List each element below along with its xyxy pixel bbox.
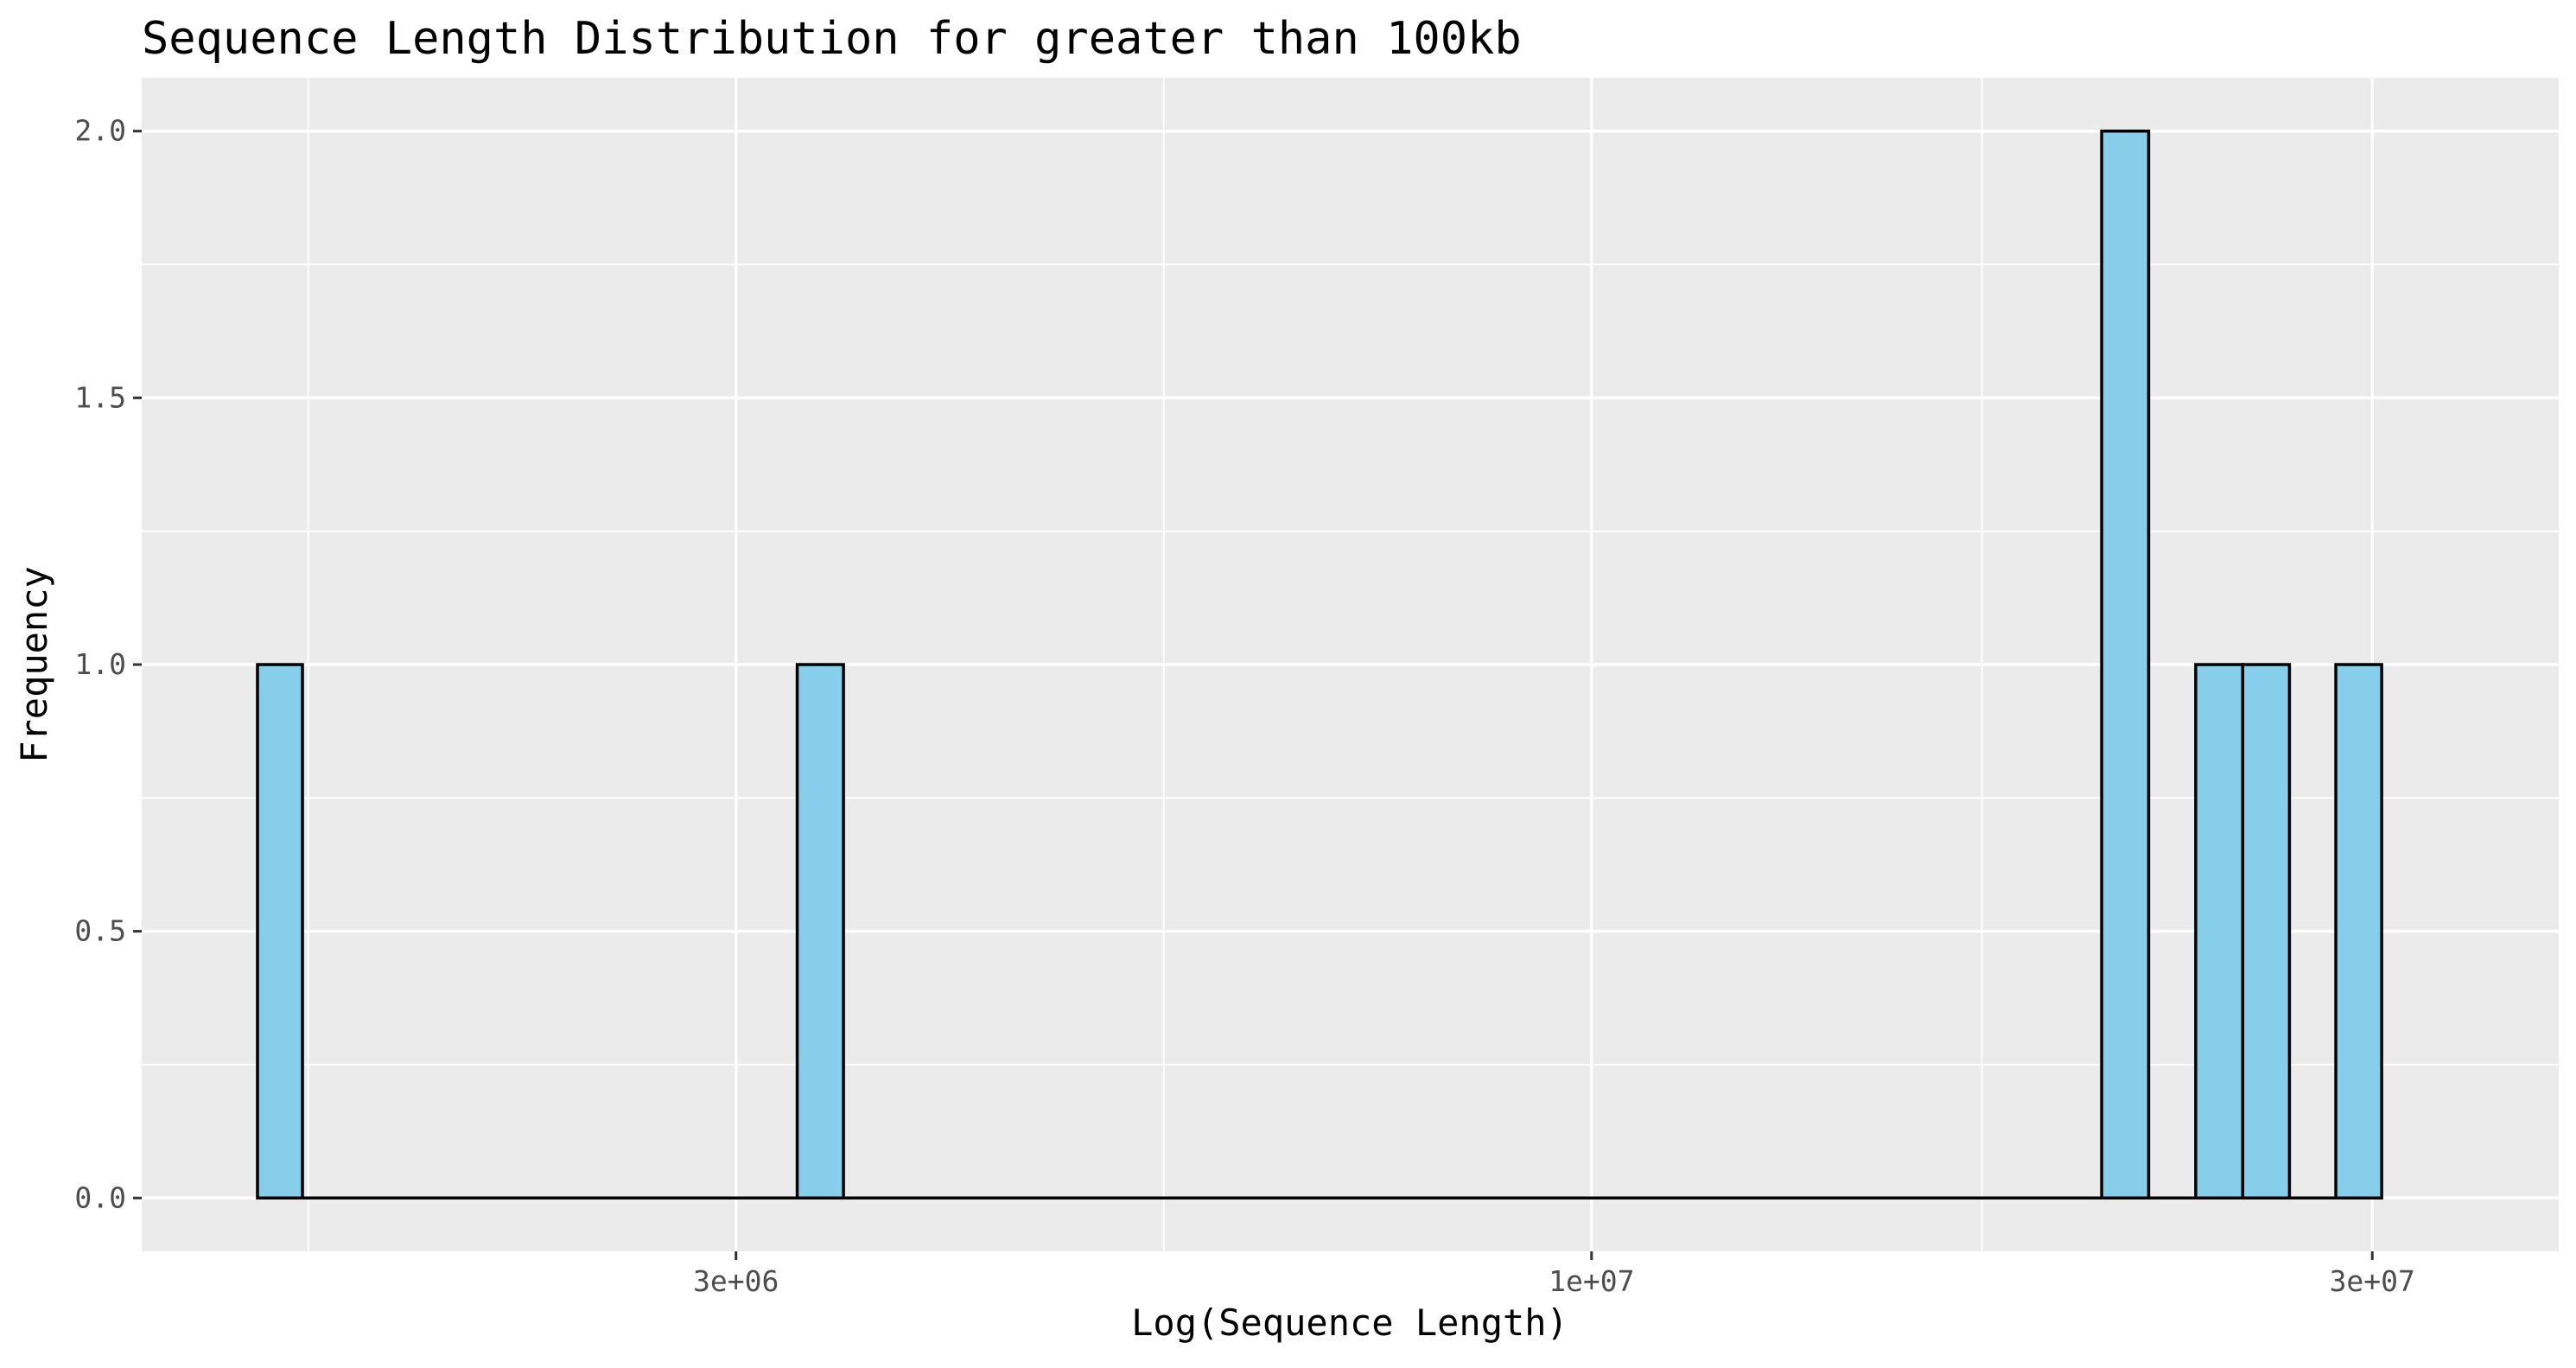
y-axis: 0.0 0.5 1.0 1.5 2.0 — [74, 114, 142, 1214]
histogram-bar — [2194, 663, 2245, 1200]
y-tick-label: 0.0 — [74, 1180, 126, 1214]
x-tick-label: 1e+07 — [1549, 1264, 1634, 1298]
histogram-bars — [256, 129, 2383, 1200]
x-axis-title: Log(Sequence Length) — [1131, 1301, 1568, 1344]
y-tick-label: 1.5 — [74, 380, 126, 414]
y-tick-label: 1.0 — [74, 647, 126, 681]
histogram-bar — [2334, 663, 2383, 1200]
x-tick-label: 3e+06 — [693, 1264, 779, 1298]
chart-title: Sequence Length Distribution for greater… — [142, 13, 1522, 65]
histogram-bar — [2241, 663, 2292, 1200]
histogram-bar — [2100, 129, 2151, 1200]
y-axis-title: Frequency — [13, 566, 55, 763]
y-tick-label: 0.5 — [74, 914, 126, 948]
x-axis: 3e+06 1e+07 3e+07 — [693, 1251, 2415, 1298]
y-tick-label: 2.0 — [74, 114, 126, 148]
histogram-bar — [795, 663, 845, 1200]
x-tick-label: 3e+07 — [2330, 1264, 2415, 1298]
histogram-bar — [256, 663, 304, 1200]
